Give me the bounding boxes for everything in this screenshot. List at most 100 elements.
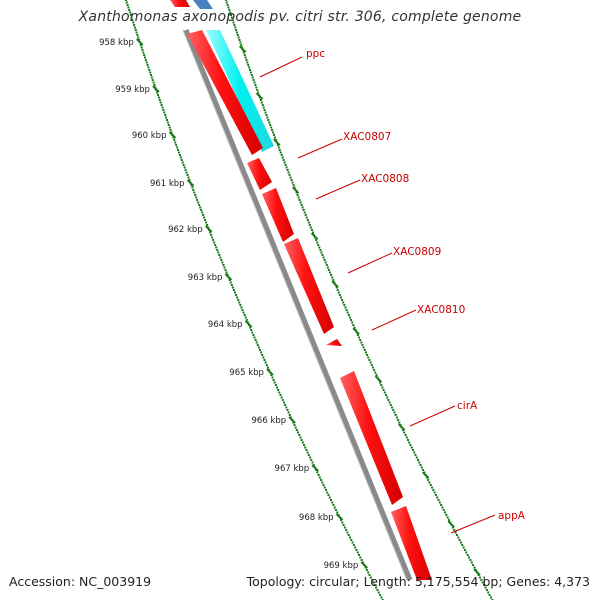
outer-major-tick xyxy=(397,423,406,431)
ruler-dot xyxy=(246,61,249,64)
ruler-dot xyxy=(297,196,300,199)
ruler-dot xyxy=(370,364,373,366)
ruler-dot xyxy=(254,84,257,86)
ruler-dot xyxy=(413,451,416,454)
ruler-dot xyxy=(186,174,189,176)
ruler-dot xyxy=(410,446,413,449)
ruler-dot xyxy=(270,374,273,376)
ruler-dot xyxy=(153,84,156,86)
ruler-dot xyxy=(243,314,246,316)
ruler-dot xyxy=(302,209,305,211)
ruler-dot xyxy=(303,444,306,446)
outer-major-tick xyxy=(374,375,383,383)
ruler-dot xyxy=(187,176,190,179)
ruler-dot xyxy=(488,594,491,596)
ruler-dot xyxy=(276,386,279,389)
ruler-dot xyxy=(415,456,418,459)
ruler-dot xyxy=(219,256,222,259)
ruler-dot xyxy=(241,309,244,311)
ruler-dot xyxy=(234,291,237,294)
gene-XAC0810 xyxy=(326,339,342,346)
ruler-dot xyxy=(341,299,344,301)
ruler-dot xyxy=(248,66,251,69)
ruler-dot xyxy=(252,79,255,81)
kbp-tick-label: 960 kbp xyxy=(132,131,167,141)
ruler-dot xyxy=(262,356,265,359)
ruler-dot xyxy=(166,121,169,124)
ruler-dot xyxy=(305,216,308,219)
ruler-dot xyxy=(371,579,374,581)
ruler-dot xyxy=(393,411,396,414)
ruler-dot xyxy=(332,279,335,281)
ruler-dot xyxy=(427,479,430,481)
ruler-dot xyxy=(168,126,171,129)
ruler-dot xyxy=(271,129,274,131)
ruler-dot xyxy=(267,119,270,121)
ruler-dot xyxy=(161,106,164,109)
ruler-dot xyxy=(309,456,312,459)
ruler-dot xyxy=(343,526,346,529)
ruler-dot xyxy=(141,49,144,51)
outer-major-tick xyxy=(255,92,264,100)
ruler-dot xyxy=(150,74,153,76)
ruler-dot xyxy=(265,114,268,116)
ruler-dot xyxy=(257,91,260,94)
ruler-dot xyxy=(135,31,138,34)
kbp-tick-label: 963 kbp xyxy=(188,273,223,283)
ruler-dot xyxy=(331,276,334,279)
ruler-dot xyxy=(432,489,435,491)
inner-major-tick xyxy=(360,561,368,569)
ruler-dot xyxy=(414,454,417,456)
cyan-feature xyxy=(206,30,274,152)
ruler-dot xyxy=(272,379,275,381)
ruler-dot xyxy=(240,306,243,309)
outer-major-tick xyxy=(447,520,455,528)
partial-feature-red-top xyxy=(170,0,190,7)
ruler-dot xyxy=(229,14,232,16)
kbp-tick-label: 966 kbp xyxy=(252,416,287,426)
ruler-dot xyxy=(158,99,161,101)
ruler-dot xyxy=(347,534,350,536)
ruler-dot xyxy=(236,34,239,36)
ruler-dot xyxy=(358,336,361,339)
ruler-dot xyxy=(340,519,343,521)
ruler-dot xyxy=(394,414,397,416)
kbp-tick-label: 962 kbp xyxy=(168,225,203,235)
ruler-dot xyxy=(227,6,230,9)
ruler-dot xyxy=(299,436,302,439)
ruler-dot xyxy=(253,81,256,84)
ruler-dot xyxy=(245,319,248,321)
ruler-dot xyxy=(490,596,493,599)
ruler-dot xyxy=(140,46,143,49)
outer-ruler xyxy=(225,0,494,600)
ruler-dot xyxy=(417,459,420,461)
ruler-dot xyxy=(374,371,377,374)
ruler-dot xyxy=(445,514,448,516)
ruler-dot xyxy=(179,156,182,159)
ruler-dot xyxy=(350,319,353,321)
ruler-dot xyxy=(405,436,408,439)
ruler-dot xyxy=(221,261,224,264)
ruler-dot xyxy=(389,404,392,406)
ruler-dot xyxy=(300,204,303,206)
ruler-dot xyxy=(484,586,487,589)
ruler-dot xyxy=(268,121,271,124)
ruler-dot xyxy=(344,306,347,309)
ruler-dot xyxy=(337,291,340,294)
ruler-dot xyxy=(397,419,400,421)
ruler-dot xyxy=(261,354,264,356)
ruler-dot xyxy=(327,269,330,271)
ruler-dot xyxy=(463,549,466,551)
ruler-dot xyxy=(251,331,254,334)
ruler-dot xyxy=(177,149,180,151)
ruler-dot xyxy=(342,524,345,526)
ruler-dot xyxy=(379,381,382,384)
ruler-dot xyxy=(301,206,304,209)
ruler-dot xyxy=(318,246,321,249)
ruler-dot xyxy=(306,219,309,221)
ruler-dot xyxy=(310,459,313,461)
kbp-tick-label: 959 kbp xyxy=(115,85,150,95)
ruler-dot xyxy=(453,529,456,531)
ruler-dot xyxy=(163,111,166,114)
